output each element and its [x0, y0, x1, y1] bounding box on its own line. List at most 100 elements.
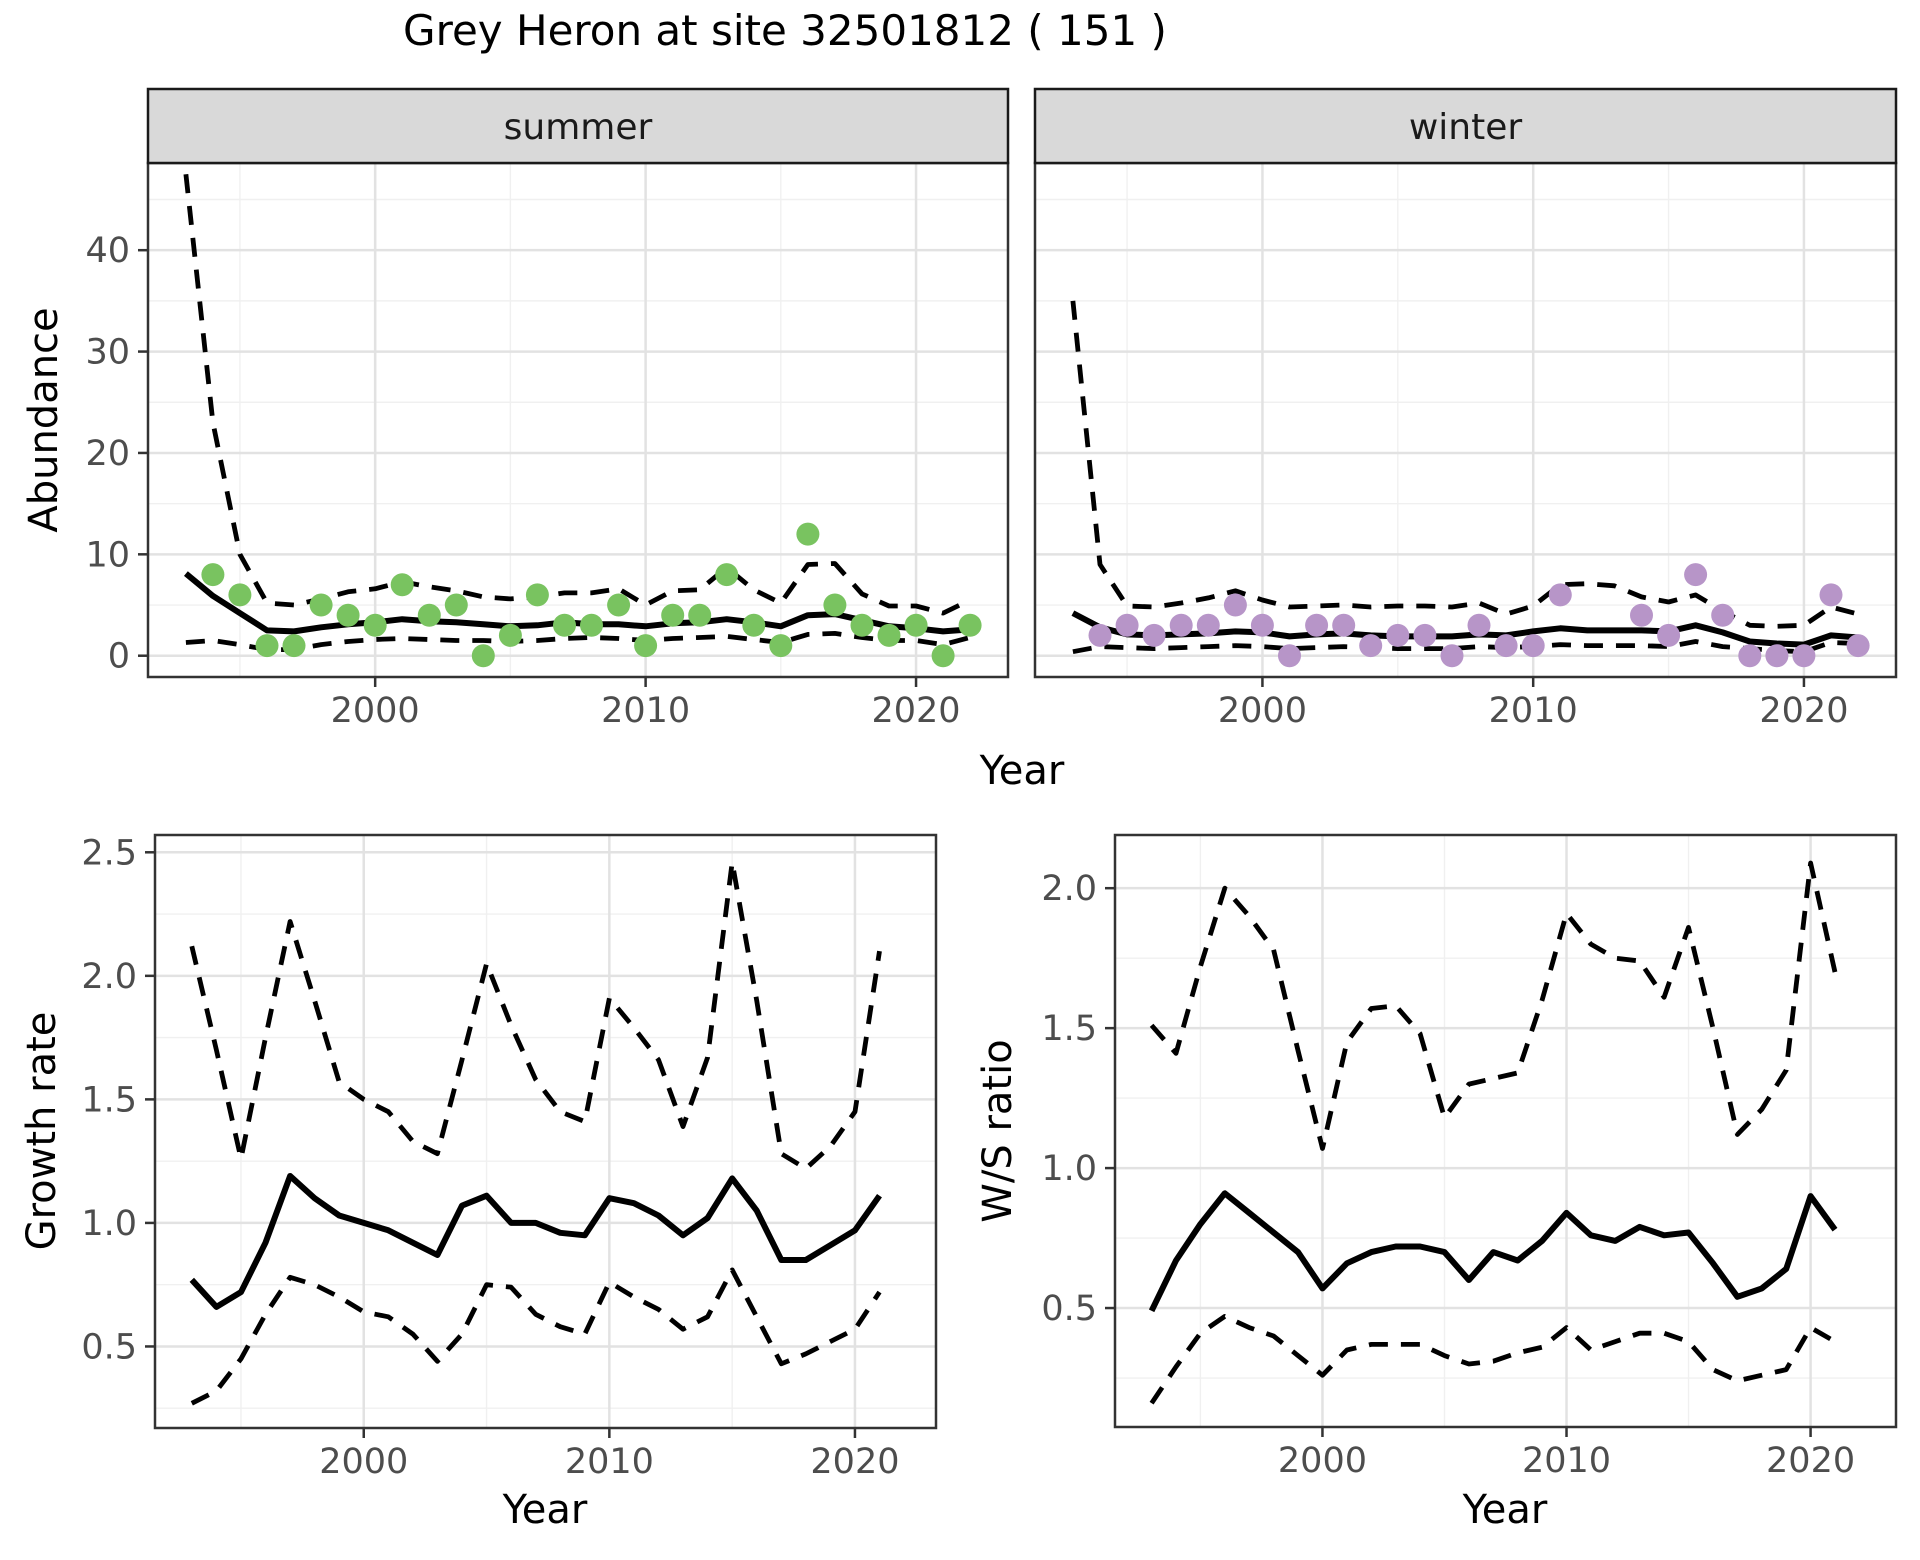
point-abundance-summer-2014 — [742, 613, 766, 637]
x-tick-label-abundance-winter-2000: 2000 — [1218, 691, 1307, 731]
panel-abundance-summer: summer 2000 2010 2020 0 10 20 30 40 — [85, 87, 1010, 731]
y-tick-label-growth-rate-1.0: 1.0 — [81, 1204, 137, 1244]
y-tick-label-growth-rate-2.5: 2.5 — [81, 833, 137, 873]
point-abundance-winter-2007 — [1440, 644, 1464, 668]
point-abundance-winter-2011 — [1548, 583, 1572, 607]
x-tick-label-abundance-winter-2010: 2010 — [1489, 691, 1578, 731]
x-tick-label-abundance-summer-2020: 2020 — [872, 691, 961, 731]
point-abundance-winter-2019 — [1765, 644, 1789, 668]
panel-ws-ratio: 2000 2010 2020 0.5 1.0 1.5 2.0 — [1041, 833, 1898, 1481]
point-abundance-winter-1995 — [1115, 613, 1139, 637]
y-tick-label-ws-ratio-0.5: 0.5 — [1041, 1289, 1097, 1329]
point-abundance-summer-2018 — [850, 613, 874, 637]
point-abundance-winter-1997 — [1169, 613, 1193, 637]
plot-area-growth-rate — [155, 835, 936, 1428]
point-abundance-winter-2005 — [1386, 623, 1410, 647]
point-abundance-summer-2013 — [715, 563, 739, 587]
plot-area-ws-ratio — [1115, 835, 1896, 1427]
x-tick-label-ws-ratio-2020: 2020 — [1766, 1441, 1855, 1481]
lower-ci-growth-rate — [190, 1267, 882, 1406]
point-abundance-winter-1998 — [1196, 613, 1220, 637]
point-abundance-summer-1994 — [201, 563, 225, 587]
panel-growth-rate: 2000 2010 2020 0.5 1.0 1.5 2.0 2.5 — [81, 833, 938, 1482]
point-abundance-summer-2022 — [958, 613, 982, 637]
point-abundance-summer-2019 — [877, 623, 901, 647]
point-abundance-summer-1995 — [228, 583, 252, 607]
point-abundance-winter-2021 — [1819, 583, 1843, 607]
lower-ci-abundance-summer — [185, 631, 971, 652]
point-abundance-winter-2008 — [1467, 613, 1491, 637]
x-tick-label-ws-ratio-2000: 2000 — [1278, 1441, 1367, 1481]
point-abundance-winter-2010 — [1521, 634, 1545, 658]
point-abundance-summer-1998 — [309, 593, 333, 617]
fit-line-ws-ratio — [1148, 1190, 1838, 1313]
y-tick-label-abundance-summer-30: 30 — [85, 333, 130, 373]
point-abundance-summer-2008 — [580, 613, 603, 637]
data-points-abundance-winter — [1088, 563, 1870, 668]
x-tick-label-growth-rate-2000: 2000 — [319, 1442, 408, 1482]
point-abundance-summer-2002 — [417, 603, 441, 627]
x-axis-title-year-ws: Year — [1462, 1487, 1548, 1533]
point-abundance-summer-2015 — [769, 634, 793, 658]
axis-ws-ratio: 2000 2010 2020 0.5 1.0 1.5 2.0 — [1041, 869, 1855, 1481]
upper-ci-growth-rate — [189, 859, 882, 1171]
point-abundance-summer-1999 — [336, 603, 360, 627]
y-tick-label-growth-rate-1.5: 1.5 — [81, 1080, 137, 1120]
point-abundance-winter-1994 — [1088, 623, 1112, 647]
x-tick-label-abundance-winter-2020: 2020 — [1759, 691, 1848, 731]
point-abundance-summer-2006 — [525, 583, 549, 607]
gridlines-ws-ratio — [1115, 835, 1896, 1427]
point-abundance-summer-1997 — [282, 634, 306, 658]
x-tick-label-growth-rate-2010: 2010 — [565, 1442, 654, 1482]
point-abundance-winter-2004 — [1359, 634, 1383, 658]
lower-ci-ws-ratio — [1149, 1314, 1837, 1405]
axis-abundance-summer: 2000 2010 2020 0 10 20 30 40 — [85, 231, 960, 731]
panel-border-ws-ratio — [1113, 833, 1898, 1429]
y-tick-label-abundance-summer-10: 10 — [85, 535, 130, 575]
upper-ci-ws-ratio — [1149, 860, 1838, 1151]
chart-title: Grey Heron at site 32501812 ( 151 ) — [403, 6, 1167, 55]
point-abundance-summer-2017 — [823, 593, 847, 617]
facet-label-abundance-winter: winter — [1409, 107, 1523, 148]
gridlines-abundance-winter — [1035, 163, 1896, 677]
point-abundance-summer-1996 — [255, 634, 279, 658]
point-abundance-summer-2011 — [661, 603, 685, 627]
point-abundance-summer-2003 — [444, 593, 468, 617]
point-abundance-summer-2020 — [904, 613, 928, 637]
point-abundance-summer-2000 — [363, 613, 387, 637]
point-abundance-winter-1996 — [1142, 623, 1166, 647]
point-abundance-winter-2003 — [1332, 613, 1356, 637]
point-abundance-summer-2005 — [498, 623, 522, 647]
plot-area-abundance-winter — [1035, 163, 1896, 677]
lower-ci-abundance-winter — [1072, 639, 1859, 655]
x-axis-title-year-growth: Year — [502, 1487, 588, 1533]
y-tick-label-ws-ratio-1.0: 1.0 — [1041, 1149, 1097, 1189]
point-abundance-winter-2017 — [1711, 603, 1735, 627]
point-abundance-summer-2001 — [390, 573, 414, 597]
x-tick-label-growth-rate-2020: 2020 — [810, 1442, 899, 1482]
y-tick-label-abundance-summer-20: 20 — [85, 434, 130, 474]
point-abundance-summer-2012 — [688, 603, 712, 627]
point-abundance-winter-1999 — [1223, 593, 1247, 617]
x-tick-label-abundance-summer-2000: 2000 — [331, 691, 420, 731]
y-tick-label-abundance-summer-40: 40 — [85, 231, 130, 271]
y-tick-label-growth-rate-0.5: 0.5 — [81, 1327, 137, 1367]
point-abundance-winter-2006 — [1413, 623, 1437, 647]
point-abundance-summer-2007 — [553, 613, 576, 637]
panel-border-growth-rate — [153, 833, 938, 1430]
facet-label-abundance-summer: summer — [504, 107, 653, 148]
point-abundance-winter-2000 — [1250, 613, 1274, 637]
point-abundance-winter-2001 — [1278, 644, 1301, 668]
y-tick-label-ws-ratio-1.5: 1.5 — [1041, 1009, 1097, 1049]
plot-area-abundance-summer — [148, 163, 1008, 677]
x-axis-title-year-top: Year — [979, 748, 1065, 794]
data-points-abundance-summer — [201, 522, 982, 668]
y-tick-label-abundance-summer-0: 0 — [108, 637, 130, 677]
point-abundance-summer-2009 — [607, 593, 631, 617]
axis-growth-rate: 2000 2010 2020 0.5 1.0 1.5 2.0 2.5 — [81, 833, 899, 1482]
x-tick-label-ws-ratio-2010: 2010 — [1522, 1441, 1611, 1481]
facet-strip-abundance-winter — [1033, 87, 1898, 165]
panel-abundance-winter: winter 2000 2010 2020 — [1033, 87, 1898, 731]
point-abundance-summer-2010 — [634, 634, 658, 658]
